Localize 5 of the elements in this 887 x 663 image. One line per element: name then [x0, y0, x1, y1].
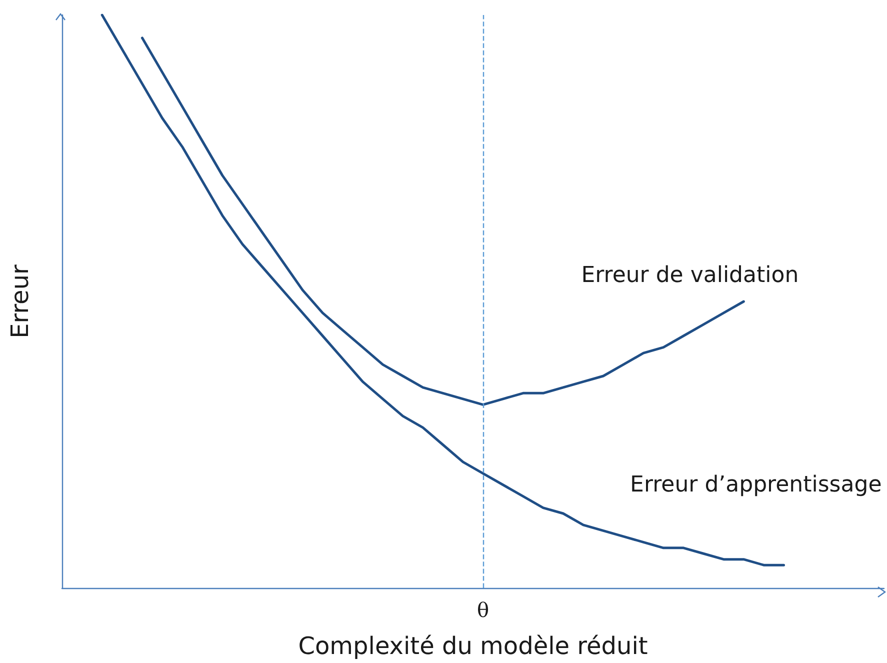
y-axis-title: Erreur	[6, 264, 34, 338]
series-label: Erreur d’apprentissage	[630, 472, 882, 498]
text: Erreur de validation	[581, 263, 799, 288]
x-axis-title: Complexité du modèle réduit	[298, 632, 648, 660]
text: θ	[477, 598, 490, 622]
